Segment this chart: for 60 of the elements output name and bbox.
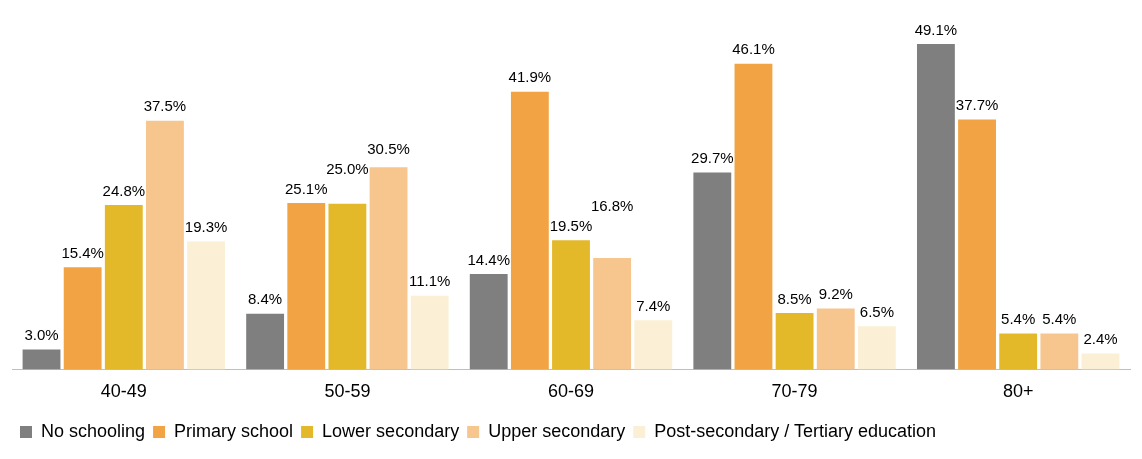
data-label: 41.9% bbox=[508, 68, 552, 86]
bar bbox=[693, 172, 732, 370]
bar bbox=[999, 333, 1038, 370]
data-label: 16.8% bbox=[590, 196, 634, 214]
data-label: 7.4% bbox=[636, 296, 671, 314]
data-label: 11.1% bbox=[408, 272, 451, 290]
legend-label: Lower secondary bbox=[322, 420, 460, 441]
data-label: 15.4% bbox=[61, 243, 104, 261]
data-label: 49.1% bbox=[914, 20, 958, 38]
bar bbox=[734, 63, 773, 370]
bar bbox=[1081, 353, 1120, 370]
bar bbox=[958, 119, 996, 370]
bar bbox=[287, 203, 326, 370]
legend-label: Upper secondary bbox=[488, 420, 626, 441]
bar bbox=[593, 258, 632, 370]
data-label: 5.4% bbox=[1042, 310, 1077, 328]
data-label: 29.7% bbox=[691, 149, 734, 167]
bar bbox=[187, 241, 226, 370]
bar bbox=[22, 349, 61, 370]
bar bbox=[469, 273, 508, 370]
x-tick-label: 50-59 bbox=[324, 381, 371, 402]
legend-label: Primary school bbox=[174, 420, 294, 441]
bar bbox=[410, 295, 449, 370]
data-label: 2.4% bbox=[1083, 330, 1118, 348]
data-label: 8.5% bbox=[777, 289, 812, 307]
data-label: 19.5% bbox=[549, 216, 593, 234]
x-tick-label: 40-49 bbox=[100, 381, 147, 402]
data-label: 8.4% bbox=[248, 290, 283, 308]
bar bbox=[552, 240, 590, 370]
bar bbox=[857, 326, 896, 370]
data-label: 14.4% bbox=[467, 250, 510, 268]
data-label: 30.5% bbox=[367, 139, 410, 157]
data-label: 37.7% bbox=[955, 96, 999, 114]
data-label: 37.5% bbox=[143, 97, 187, 115]
data-label: 19.3% bbox=[184, 218, 228, 236]
bar bbox=[816, 308, 855, 370]
bar bbox=[328, 203, 367, 370]
x-tick-label: 80+ bbox=[1002, 381, 1034, 402]
data-label: 46.1% bbox=[732, 40, 775, 58]
bar bbox=[1040, 333, 1079, 370]
x-tick-label: 70-79 bbox=[771, 381, 818, 402]
bar bbox=[510, 91, 549, 370]
bar bbox=[775, 313, 814, 370]
bar bbox=[916, 43, 955, 370]
bar bbox=[63, 267, 102, 370]
legend-label: Post-secondary / Tertiary education bbox=[654, 420, 937, 441]
data-label: 25.1% bbox=[284, 179, 328, 197]
data-label: 5.4% bbox=[1001, 310, 1036, 328]
data-label: 6.5% bbox=[859, 302, 894, 320]
bar bbox=[369, 167, 408, 370]
legend-label: No schooling bbox=[41, 420, 146, 441]
x-tick-label: 60-69 bbox=[547, 381, 595, 402]
bar bbox=[246, 313, 285, 370]
data-label: 9.2% bbox=[818, 285, 853, 303]
bar bbox=[634, 320, 673, 370]
data-label: 25.0% bbox=[326, 159, 369, 177]
bar bbox=[146, 120, 184, 370]
bar bbox=[104, 205, 143, 370]
data-label: 24.8% bbox=[102, 181, 146, 199]
data-label: 3.0% bbox=[24, 326, 59, 344]
